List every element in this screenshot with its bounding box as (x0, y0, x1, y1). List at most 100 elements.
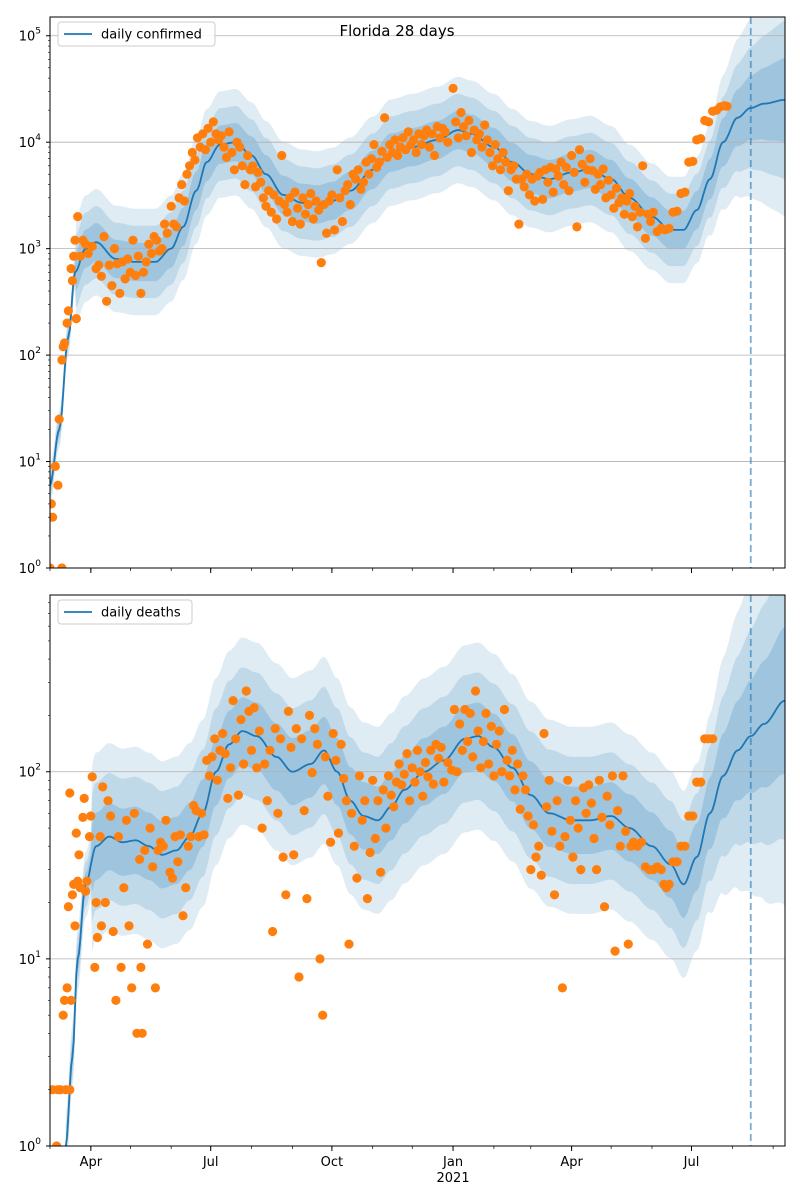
observation-point (542, 802, 552, 812)
observation-point (509, 161, 519, 171)
observation-point (523, 811, 533, 821)
observation-point (485, 147, 495, 158)
observation-point (344, 939, 354, 949)
observation-point (318, 1010, 328, 1020)
confidence-band (65, 626, 785, 1146)
observation-point (455, 719, 465, 729)
observation-point (81, 886, 91, 896)
observation-point (181, 883, 191, 893)
observation-point (295, 219, 305, 229)
observation-point (310, 724, 320, 734)
observation-point (530, 196, 540, 206)
observation-point (513, 759, 523, 769)
x-tick-label: Jan (442, 1155, 463, 1170)
observation-point (622, 196, 632, 206)
observation-point (648, 207, 658, 217)
observation-point (90, 962, 100, 973)
observation-point (576, 865, 586, 875)
confidence-band (50, 17, 785, 504)
observation-point (452, 767, 462, 777)
observation-point (680, 187, 690, 197)
observation-point (265, 745, 275, 756)
observation-point (565, 815, 575, 825)
observation-point (515, 804, 525, 814)
observation-point (457, 745, 467, 756)
observation-point (240, 180, 250, 190)
observation-point (627, 212, 637, 222)
observation-point (514, 219, 524, 229)
observation-point (323, 791, 333, 801)
confidence-band (65, 595, 785, 1146)
observation-point (518, 771, 528, 781)
observation-point (107, 281, 117, 291)
observation-point (308, 214, 318, 224)
observation-point (581, 808, 591, 818)
observation-point (594, 775, 604, 785)
observation-point (108, 926, 118, 937)
deaths-legend-label: daily deaths (101, 606, 181, 621)
observation-point (364, 169, 374, 179)
observation-point (87, 772, 97, 782)
observation-point (656, 865, 666, 875)
observation-point (605, 820, 615, 830)
y-tick-label: 100 (19, 559, 42, 577)
y-tick-label: 105 (19, 27, 41, 45)
observation-point (228, 696, 238, 706)
observation-point (490, 140, 500, 150)
observation-point (78, 812, 88, 823)
observation-point (420, 757, 430, 768)
fit-line (64, 699, 785, 1146)
observation-point (100, 897, 110, 908)
observation-point (696, 777, 706, 787)
observation-point (463, 736, 473, 747)
observation-point (553, 171, 564, 181)
observation-point (275, 734, 286, 744)
observation-point (568, 852, 578, 862)
observation-point (456, 107, 466, 118)
observation-point (560, 832, 570, 842)
observation-point (580, 177, 590, 187)
observation-point (231, 734, 241, 744)
observation-point (423, 772, 433, 782)
observation-point (258, 193, 268, 203)
observation-point (613, 806, 623, 816)
observation-point (619, 209, 629, 219)
observation-point (303, 199, 313, 210)
observation-point (146, 248, 156, 259)
observation-point (427, 129, 437, 139)
observation-point (127, 983, 137, 993)
observation-point (491, 739, 502, 750)
observation-point (179, 196, 189, 206)
observation-point (199, 830, 209, 840)
observation-point (293, 203, 303, 213)
observation-point (374, 157, 384, 167)
observation-point (299, 806, 309, 816)
observation-point (216, 131, 226, 141)
observation-point (74, 850, 84, 860)
observation-point (696, 134, 706, 144)
figure-title: Florida 28 days (339, 22, 454, 40)
observation-point (480, 120, 490, 130)
observation-point (157, 244, 167, 254)
observation-point (337, 216, 347, 227)
observation-point (623, 939, 633, 949)
observation-point (87, 241, 97, 251)
observation-point (298, 193, 308, 203)
observation-point (150, 983, 160, 993)
observation-point (287, 216, 297, 227)
observation-point (339, 773, 349, 784)
observation-point (243, 150, 253, 161)
observation-point (505, 771, 515, 781)
observation-point (366, 154, 376, 164)
observation-point (559, 180, 569, 190)
observation-point (83, 248, 93, 259)
observation-point (402, 749, 412, 759)
observation-point (610, 946, 620, 956)
observation-point (373, 796, 383, 806)
observation-point (166, 201, 176, 211)
observation-point (443, 757, 453, 768)
observation-point (158, 841, 168, 851)
observation-point (182, 169, 192, 179)
observation-point (281, 890, 291, 900)
